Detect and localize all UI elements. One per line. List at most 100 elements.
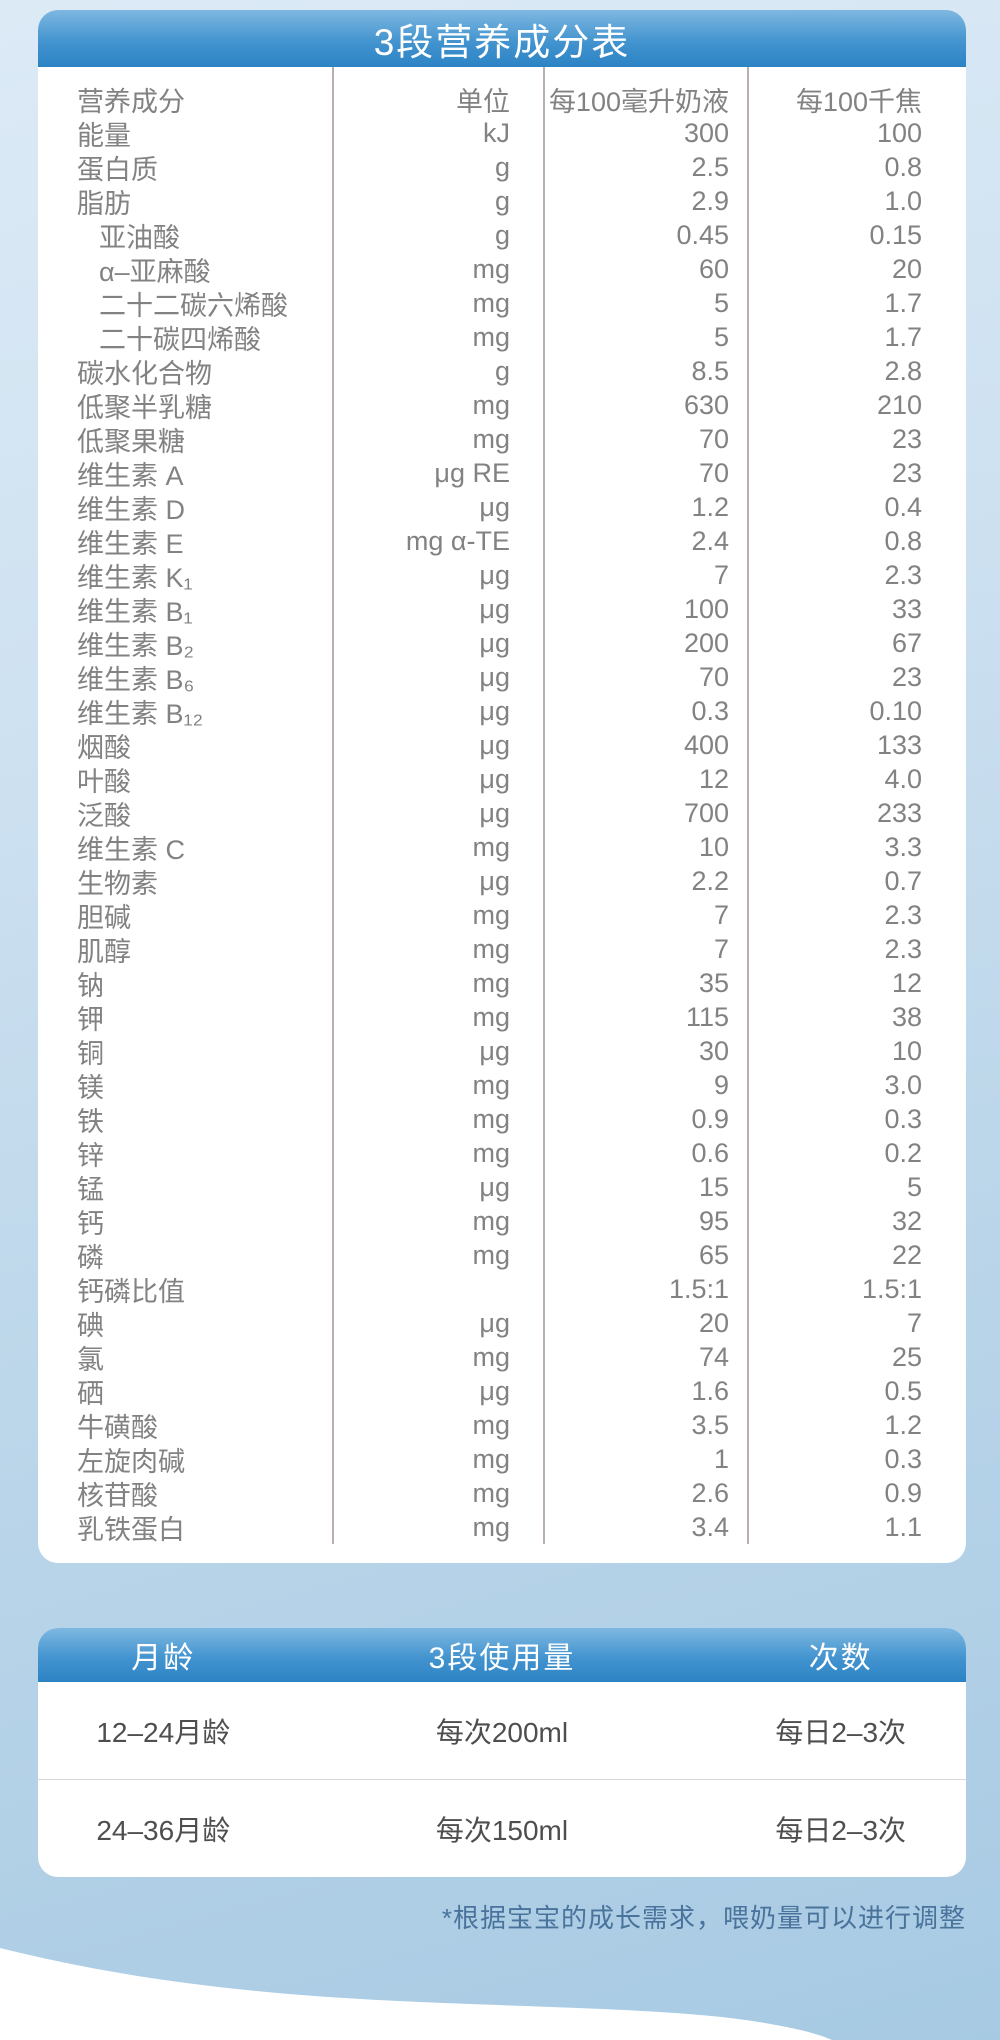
value-per-100ml: 74 <box>698 1341 729 1372</box>
nutrient-name: 维生素 E <box>77 528 184 559</box>
value-per-100kj: 100 <box>876 117 922 148</box>
nutrient-unit: mg <box>472 1103 510 1134</box>
nutrient-unit: g <box>494 185 510 216</box>
value-per-100kj: 67 <box>891 627 922 658</box>
nutrient-row: 铜 μg 30 10 <box>38 1034 966 1069</box>
value-per-100ml: 9 <box>713 1069 729 1100</box>
value-per-100kj: 2.3 <box>884 933 922 964</box>
nutrient-unit: mg <box>472 1477 510 1508</box>
value-per-100ml: 7 <box>713 933 729 964</box>
nutrition-card: 3段营养成分表 营养成分 单位 每100毫升奶液 每100千焦 能量 kJ 300 100 蛋白… <box>38 10 966 1563</box>
nutrient-name: 钙磷比值 <box>77 1276 185 1307</box>
value-per-100kj: 1.1 <box>884 1511 922 1542</box>
nutrient-row: 维生素 C mg 10 3.3 <box>38 830 966 865</box>
nutrient-name: 乳铁蛋白 <box>77 1514 185 1545</box>
nutrient-row: 亚油酸 g 0.45 0.15 <box>38 218 966 253</box>
nutrient-row: 钙 mg 95 32 <box>38 1204 966 1239</box>
value-per-100kj: 5 <box>906 1171 922 1202</box>
value-per-100kj: 1.0 <box>884 185 922 216</box>
value-per-100kj: 0.9 <box>884 1477 922 1508</box>
nutrient-name: 泛酸 <box>77 800 131 831</box>
value-per-100ml: 12 <box>698 763 729 794</box>
column-label-nutrient: 营养成分 <box>77 86 185 117</box>
nutrient-unit: μg <box>479 627 510 658</box>
nutrient-name: 氯 <box>77 1344 104 1375</box>
value-per-100kj: 2.3 <box>884 559 922 590</box>
value-per-100ml: 2.6 <box>691 1477 729 1508</box>
nutrient-unit: mg <box>472 1137 510 1168</box>
value-per-100kj: 23 <box>891 661 922 692</box>
value-per-100ml: 95 <box>698 1205 729 1236</box>
value-per-100kj: 0.3 <box>884 1443 922 1474</box>
nutrient-unit: mg <box>472 1511 510 1542</box>
usage-row: 12–24月龄 每次200ml 每日2–3次 <box>38 1682 966 1779</box>
nutrient-unit: μg <box>479 491 510 522</box>
nutrition-table: 营养成分 单位 每100毫升奶液 每100千焦 能量 kJ 300 100 蛋白质 g 2.5 0.8… <box>38 67 966 1545</box>
nutrient-unit: μg <box>479 661 510 692</box>
nutrient-name: 二十碳四烯酸 <box>99 324 261 355</box>
column-divider <box>332 67 334 1544</box>
nutrient-row: 碳水化合物 g 8.5 2.8 <box>38 354 966 389</box>
value-per-100ml: 5 <box>713 287 729 318</box>
value-per-100kj: 0.8 <box>884 525 922 556</box>
nutrient-unit: mg <box>472 1069 510 1100</box>
nutrient-name: 维生素 B₁ <box>77 596 193 627</box>
nutrient-name: 肌醇 <box>77 936 131 967</box>
nutrient-name: 维生素 C <box>77 834 185 865</box>
value-per-100kj: 2.8 <box>884 355 922 386</box>
value-per-100ml: 2.5 <box>691 151 729 182</box>
nutrient-unit: mg <box>472 423 510 454</box>
nutrition-header-row: 营养成分 单位 每100毫升奶液 每100千焦 <box>38 82 966 117</box>
value-per-100ml: 100 <box>683 593 729 624</box>
nutrient-name: 钠 <box>77 970 104 1001</box>
nutrient-row: 二十二碳六烯酸 mg 5 1.7 <box>38 286 966 321</box>
nutrient-name: 锌 <box>77 1140 104 1171</box>
nutrient-row: 胆碱 mg 7 2.3 <box>38 898 966 933</box>
nutrient-row: 维生素 B₁ μg 100 33 <box>38 592 966 627</box>
nutrient-name: 低聚半乳糖 <box>77 392 212 423</box>
nutrient-row: 脂肪 g 2.9 1.0 <box>38 184 966 219</box>
value-per-100ml: 70 <box>698 457 729 488</box>
nutrient-unit: mg <box>472 1409 510 1440</box>
value-per-100ml: 7 <box>713 899 729 930</box>
nutrient-row: 肌醇 mg 7 2.3 <box>38 932 966 967</box>
value-per-100ml: 400 <box>683 729 729 760</box>
value-per-100kj: 1.7 <box>884 287 922 318</box>
nutrient-unit: mg <box>472 899 510 930</box>
column-label-per-100kj: 每100千焦 <box>795 86 922 117</box>
nutrient-row: 铁 mg 0.9 0.3 <box>38 1102 966 1137</box>
nutrient-row: 维生素 A μg RE 70 23 <box>38 456 966 491</box>
nutrient-row: 低聚半乳糖 mg 630 210 <box>38 388 966 423</box>
value-per-100kj: 210 <box>876 389 922 420</box>
nutrient-unit: mg <box>472 1001 510 1032</box>
nutrient-row: 蛋白质 g 2.5 0.8 <box>38 150 966 185</box>
value-per-100kj: 0.7 <box>884 865 922 896</box>
usage-age: 12–24月龄 <box>96 1716 231 1748</box>
nutrient-row: 维生素 E mg α-TE 2.4 0.8 <box>38 524 966 559</box>
value-per-100ml: 2.2 <box>691 865 729 896</box>
nutrient-name: α–亚麻酸 <box>99 256 211 287</box>
nutrient-row: 能量 kJ 300 100 <box>38 116 966 151</box>
nutrient-name: 维生素 B₂ <box>77 630 194 661</box>
value-per-100kj: 0.10 <box>869 695 922 726</box>
nutrient-name: 能量 <box>77 120 131 151</box>
nutrient-row: 锰 μg 15 5 <box>38 1170 966 1205</box>
nutrient-name: 左旋肉碱 <box>77 1446 185 1477</box>
nutrient-unit: μg <box>479 865 510 896</box>
nutrient-row: 烟酸 μg 400 133 <box>38 728 966 763</box>
value-per-100ml: 60 <box>698 253 729 284</box>
nutrient-name: 牛磺酸 <box>77 1412 158 1443</box>
value-per-100kj: 0.15 <box>869 219 922 250</box>
nutrient-row: α–亚麻酸 mg 60 20 <box>38 252 966 287</box>
nutrient-row: 低聚果糖 mg 70 23 <box>38 422 966 457</box>
nutrient-name: 镁 <box>77 1072 104 1103</box>
nutrient-row: 锌 mg 0.6 0.2 <box>38 1136 966 1171</box>
value-per-100ml: 2.4 <box>691 525 729 556</box>
nutrient-unit: μg <box>479 763 510 794</box>
value-per-100ml: 70 <box>698 423 729 454</box>
value-per-100kj: 0.2 <box>884 1137 922 1168</box>
nutrient-unit: mg <box>472 1443 510 1474</box>
nutrient-name: 碘 <box>77 1310 104 1341</box>
column-divider <box>543 67 545 1544</box>
nutrient-row: 维生素 B₂ μg 200 67 <box>38 626 966 661</box>
